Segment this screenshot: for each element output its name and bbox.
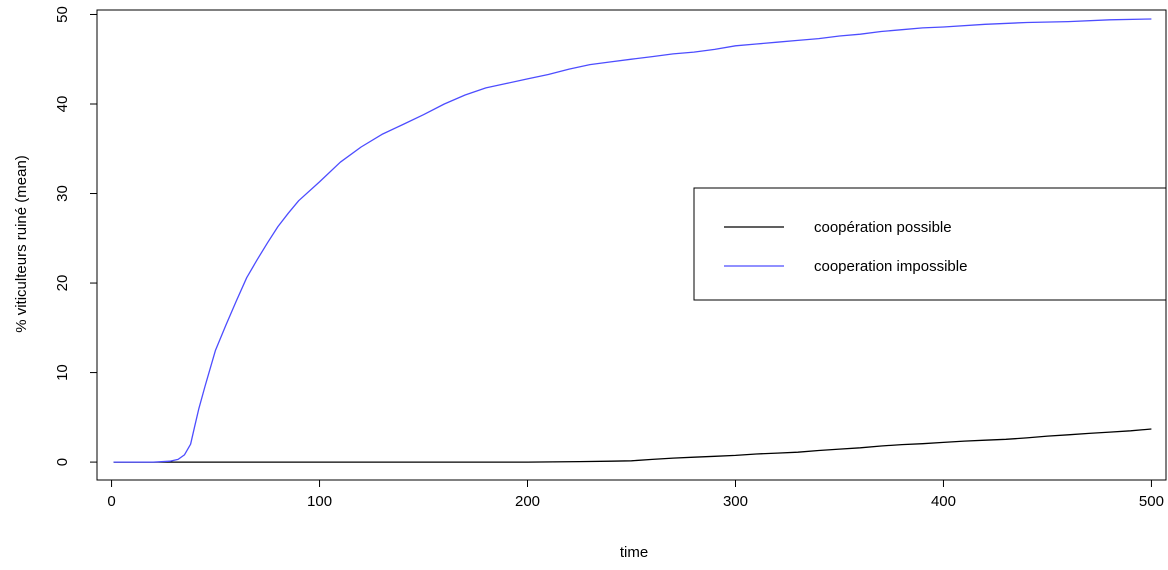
series-line-cooperation-impossible xyxy=(113,18,1152,463)
y-tick-label: 50 xyxy=(54,6,71,23)
x-tick-label: 100 xyxy=(307,493,332,510)
y-tick-label: 30 xyxy=(54,185,71,202)
series-line-cooperation-possible xyxy=(113,428,1152,463)
x-tick-label: 300 xyxy=(723,493,748,510)
legend-label: cooperation impossible xyxy=(814,258,967,275)
y-axis-label: % viticulteurs ruiné (mean) xyxy=(13,155,30,333)
x-tick-label: 200 xyxy=(515,493,540,510)
y-tick-label: 20 xyxy=(54,275,71,292)
x-axis-label: time xyxy=(620,544,648,561)
legend-box xyxy=(693,187,1167,301)
x-tick-label: 500 xyxy=(1139,493,1164,510)
y-tick-label: 40 xyxy=(54,96,71,113)
x-tick-label: 0 xyxy=(107,493,115,510)
y-tick-label: 10 xyxy=(54,364,71,381)
legend: coopération possible cooperation impossib… xyxy=(693,187,1167,301)
x-axis: 0 100 200 300 400 500 xyxy=(107,480,1164,510)
series-lines xyxy=(113,18,1152,463)
x-tick-label: 400 xyxy=(931,493,956,510)
y-axis: 0 10 20 30 40 50 xyxy=(54,6,97,466)
y-tick-label: 0 xyxy=(54,458,71,466)
legend-label: coopération possible xyxy=(814,219,952,236)
